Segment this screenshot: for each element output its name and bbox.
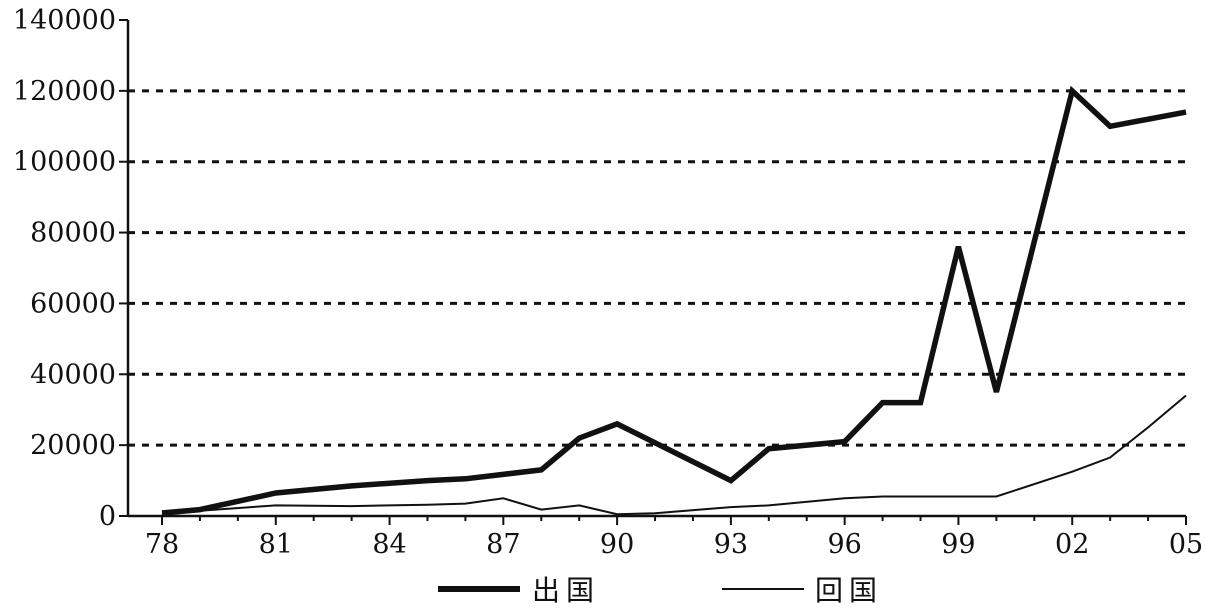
series-lines — [161, 85, 1187, 517]
x-tick-label: 05 — [1169, 529, 1203, 560]
series-line-outbound — [161, 85, 1187, 516]
y-tick-label: 40000 — [30, 359, 116, 390]
y-tick-label: 60000 — [30, 288, 116, 319]
x-tick-label: 96 — [827, 529, 861, 560]
x-tick-label: 78 — [145, 529, 179, 560]
series-line-return — [161, 394, 1187, 517]
x-tick-label: 87 — [486, 529, 520, 560]
y-tick-label: 100000 — [13, 147, 116, 178]
x-tick-label: 02 — [1055, 529, 1089, 560]
y-tick-label: 80000 — [30, 218, 116, 249]
x-tick-label: 99 — [941, 529, 975, 560]
tick-labels: 0 20000 40000 60000 80000 100000 120000 140000 7… — [13, 5, 1203, 560]
x-tick-label: 81 — [259, 529, 293, 560]
legend: 出国 回国 — [438, 574, 883, 607]
y-tick-label: 140000 — [13, 5, 116, 36]
x-tick-label: 93 — [714, 529, 748, 560]
legend-label-return: 回国 — [815, 574, 883, 607]
axes — [119, 19, 1187, 525]
y-tick-label: 0 — [99, 501, 116, 532]
y-tick-label: 20000 — [30, 430, 116, 461]
x-tick-label: 90 — [600, 529, 634, 560]
legend-label-outbound: 出国 — [532, 574, 600, 607]
y-tick-label: 120000 — [13, 76, 116, 107]
x-tick-label: 84 — [372, 529, 406, 560]
